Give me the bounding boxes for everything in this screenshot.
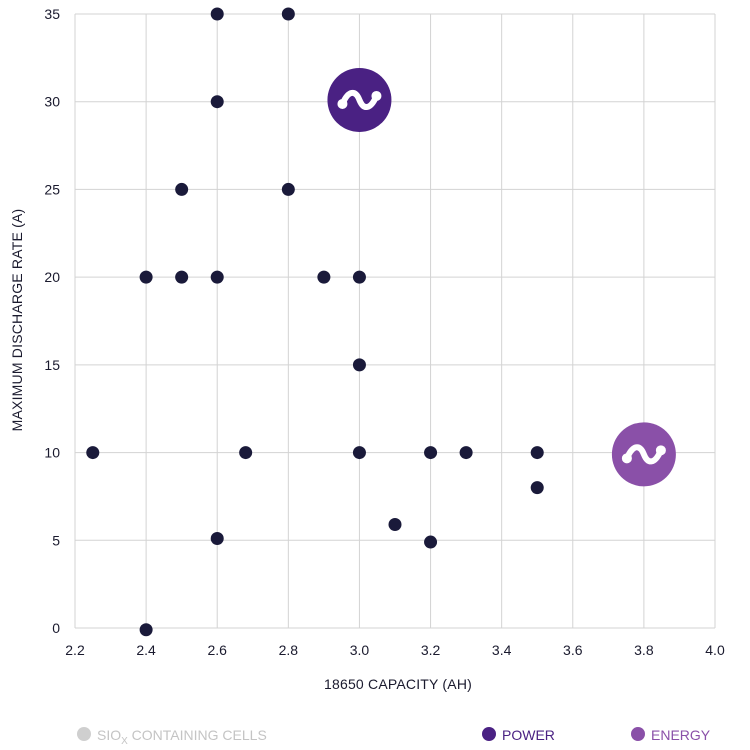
legend-label-siox: SIOX CONTAINING CELLS xyxy=(97,727,267,747)
wave-icon-stroke xyxy=(339,89,380,110)
data-point xyxy=(459,446,473,460)
x-tick-label: 3.8 xyxy=(634,642,654,658)
y-tick-label: 10 xyxy=(44,445,60,461)
icon-layer xyxy=(327,67,676,487)
legend-marker-power xyxy=(482,727,496,741)
data-point xyxy=(139,623,153,637)
x-tick-label: 3.2 xyxy=(421,642,441,658)
point-layer xyxy=(86,7,544,637)
x-tick-label: 2.2 xyxy=(65,642,85,658)
data-point xyxy=(175,182,189,196)
data-point xyxy=(239,446,253,460)
data-point xyxy=(424,446,438,460)
legend-label-siox-main: SIO xyxy=(97,727,121,743)
legend-item-power: POWER xyxy=(482,727,555,743)
data-point xyxy=(210,532,224,546)
wave-icon-dot xyxy=(337,98,348,109)
wave-icon xyxy=(621,444,666,465)
wave-icon-dot xyxy=(621,453,632,464)
y-tick-label: 15 xyxy=(44,357,60,373)
x-tick-label: 3.4 xyxy=(492,642,512,658)
data-point xyxy=(317,270,331,284)
x-tick-label: 3.6 xyxy=(563,642,583,658)
x-tick-label: 4.0 xyxy=(705,642,725,658)
legend-label-siox-sub: X xyxy=(121,736,128,747)
grid-layer xyxy=(74,13,716,629)
data-point xyxy=(210,95,224,109)
y-tick-label: 30 xyxy=(44,94,60,110)
data-point xyxy=(210,7,224,21)
energy-marker xyxy=(611,422,676,487)
x-tick-label: 3.0 xyxy=(350,642,370,658)
legend-item-energy: ENERGY xyxy=(631,727,711,743)
data-point xyxy=(424,535,438,549)
y-tick-label: 25 xyxy=(44,181,60,197)
wave-icon-dot xyxy=(371,90,382,101)
y-tick-label: 5 xyxy=(52,532,60,548)
legend-label-power: POWER xyxy=(502,727,555,743)
y-tick-label: 35 xyxy=(44,6,60,22)
data-point xyxy=(139,270,153,284)
data-point xyxy=(388,517,402,531)
power-marker xyxy=(327,67,392,132)
data-point xyxy=(352,270,366,284)
y-tick-label: 0 xyxy=(52,620,60,636)
data-point xyxy=(352,446,366,460)
wave-icon-dot xyxy=(655,445,666,456)
legend-label-siox-rest: CONTAINING CELLS xyxy=(128,727,267,743)
y-axis-title: MAXIMUM DISCHARGE RATE (A) xyxy=(9,209,25,432)
data-point xyxy=(352,358,366,372)
data-point xyxy=(281,7,295,21)
data-point xyxy=(530,481,544,495)
legend-item-siox: SIOX CONTAINING CELLS xyxy=(77,727,267,747)
data-point xyxy=(175,270,189,284)
x-tick-label: 2.8 xyxy=(279,642,299,658)
y-tick-label: 20 xyxy=(44,269,60,285)
data-point xyxy=(86,446,100,460)
legend-marker-siox xyxy=(77,727,91,741)
tick-layer: 2.2 2.4 2.6 2.8 3.0 3.2 3.4 3.6 3.8 4.0 0 5 10 15 20 25… xyxy=(44,6,725,658)
legend: SIOX CONTAINING CELLS POWER ENERGY xyxy=(77,727,711,747)
wave-icon-stroke xyxy=(623,444,664,465)
data-point xyxy=(210,270,224,284)
x-tick-label: 2.6 xyxy=(207,642,227,658)
legend-label-energy: ENERGY xyxy=(651,727,711,743)
wave-icon xyxy=(337,89,382,110)
x-axis-title: 18650 CAPACITY (AH) xyxy=(324,676,472,692)
data-point xyxy=(530,446,544,460)
x-tick-label: 2.4 xyxy=(136,642,156,658)
data-point xyxy=(281,182,295,196)
legend-marker-energy xyxy=(631,727,645,741)
